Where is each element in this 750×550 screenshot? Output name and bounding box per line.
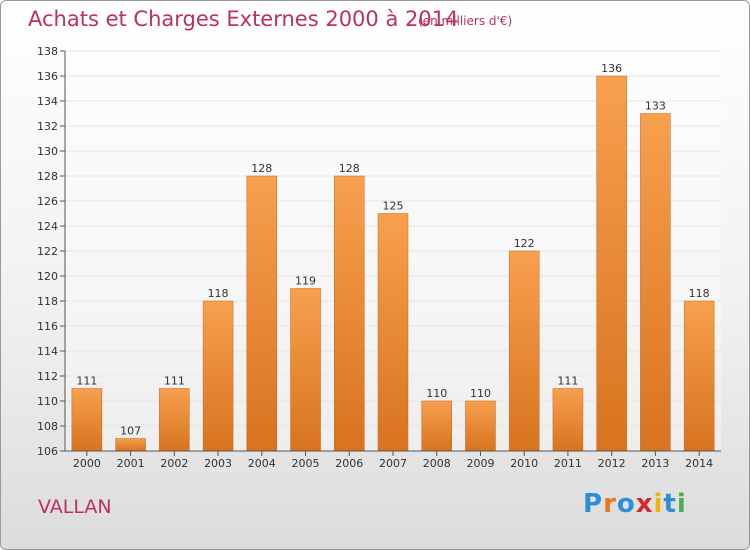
- data-label: 122: [514, 237, 535, 250]
- data-label: 111: [557, 375, 578, 388]
- x-tick-label: 2000: [73, 457, 101, 470]
- bar-2010: [508, 250, 540, 452]
- y-tick-label: 132: [37, 120, 58, 133]
- y-tick-label: 130: [37, 145, 58, 158]
- x-tick-label: 2005: [292, 457, 320, 470]
- y-tick-label: 134: [37, 95, 58, 108]
- x-tick-label: 2008: [423, 457, 451, 470]
- data-label: 136: [601, 62, 622, 75]
- y-tick-label: 118: [37, 295, 58, 308]
- logo-letter: t: [663, 489, 677, 519]
- chart-title: Achats et Charges Externes 2000 à 2014: [28, 7, 459, 31]
- bar-2009: [465, 400, 496, 452]
- axes: 106 108 110 112 114 116 118 120 122 124 126 128 130 1…: [37, 45, 721, 470]
- data-label: 111: [76, 375, 97, 388]
- x-tick-label: 2013: [641, 457, 669, 470]
- y-tick-label: 120: [37, 270, 58, 283]
- x-tick-label: 2011: [554, 457, 582, 470]
- chart-unit: (en milliers d'€): [418, 14, 513, 28]
- data-label: 118: [689, 287, 710, 300]
- bar-2014: [683, 300, 715, 452]
- data-label: 133: [645, 100, 666, 113]
- x-tick-label: 2007: [379, 457, 407, 470]
- y-tick-label: 122: [37, 245, 58, 258]
- bar-2013: [640, 113, 671, 452]
- data-label: 110: [426, 387, 447, 400]
- x-tick-label: 2003: [204, 457, 232, 470]
- bar-2004: [246, 175, 278, 452]
- x-tick-label: 2001: [117, 457, 145, 470]
- logo-letter: r: [603, 489, 617, 519]
- y-tick-label: 128: [37, 170, 58, 183]
- y-tick-label: 108: [37, 420, 58, 433]
- logo-letter: x: [635, 489, 654, 519]
- x-tick-label: 2002: [160, 457, 188, 470]
- logo-letter: o: [616, 489, 636, 519]
- bar-2011: [552, 388, 584, 452]
- data-label: 118: [208, 287, 229, 300]
- commune-name: VALLAN: [38, 496, 112, 518]
- bar-2002: [159, 388, 190, 452]
- bars: 111 107 111 118 128 119 128 125 110 110 122 111 136 1…: [71, 62, 715, 452]
- y-tick-label: 124: [37, 220, 58, 233]
- data-label: 125: [383, 200, 404, 213]
- data-label: 107: [120, 425, 141, 438]
- x-tick-label: 2006: [335, 457, 363, 470]
- logo-letter: i: [676, 489, 687, 519]
- x-tick-label: 2009: [466, 457, 494, 470]
- data-label: 119: [295, 275, 316, 288]
- logo-letter: P: [583, 489, 604, 519]
- y-tick-label: 112: [37, 370, 58, 383]
- bar-2012: [596, 75, 627, 452]
- x-tick-label: 2004: [248, 457, 276, 470]
- bar-2000: [71, 388, 103, 452]
- bar-2001: [115, 438, 146, 452]
- bar-2003: [202, 300, 234, 452]
- logo-letter: i: [653, 489, 664, 519]
- data-label: 128: [251, 162, 272, 175]
- x-tick-label: 2012: [598, 457, 626, 470]
- bar-2006: [334, 175, 365, 452]
- proxiti-logo: Proxiti: [583, 489, 687, 519]
- y-tick-label: 126: [37, 195, 58, 208]
- y-tick-label: 114: [37, 345, 58, 358]
- y-tick-label: 106: [37, 445, 58, 458]
- y-tick-label: 110: [37, 395, 58, 408]
- data-label: 128: [339, 162, 360, 175]
- x-tick-label: 2014: [685, 457, 713, 470]
- y-tick-label: 138: [37, 45, 58, 58]
- data-label: 110: [470, 387, 491, 400]
- bar-2005: [290, 288, 321, 452]
- bar-2007: [377, 213, 409, 452]
- y-tick-label: 116: [37, 320, 58, 333]
- bar-2008: [421, 400, 452, 452]
- x-tick-label: 2010: [510, 457, 538, 470]
- data-label: 111: [164, 375, 185, 388]
- y-tick-label: 136: [37, 70, 58, 83]
